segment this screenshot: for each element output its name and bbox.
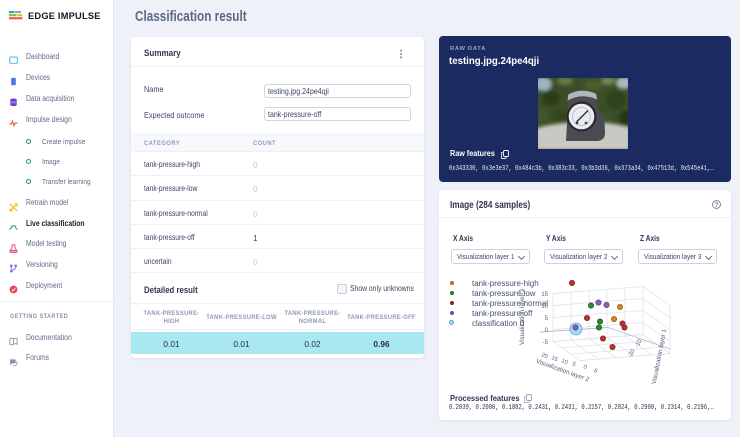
svg-text:0: 0: [582, 364, 587, 371]
svg-text:-5: -5: [591, 367, 598, 374]
svg-text:10: 10: [541, 304, 548, 310]
svg-text:-20: -20: [627, 349, 636, 359]
svg-text:5: 5: [571, 361, 576, 368]
svg-text:15: 15: [541, 292, 548, 298]
svg-text:Visualization layer 1: Visualization layer 1: [651, 328, 669, 385]
svg-text:-5: -5: [543, 340, 549, 346]
svg-text:10: 10: [560, 358, 568, 366]
svg-text:-10: -10: [634, 339, 643, 349]
svg-text:0: 0: [545, 328, 549, 334]
svg-text:5: 5: [545, 316, 549, 322]
svg-text:20: 20: [540, 352, 548, 360]
svg-text:15: 15: [550, 355, 558, 363]
svg-text:Visualization layer 3: Visualization layer 3: [519, 289, 526, 345]
